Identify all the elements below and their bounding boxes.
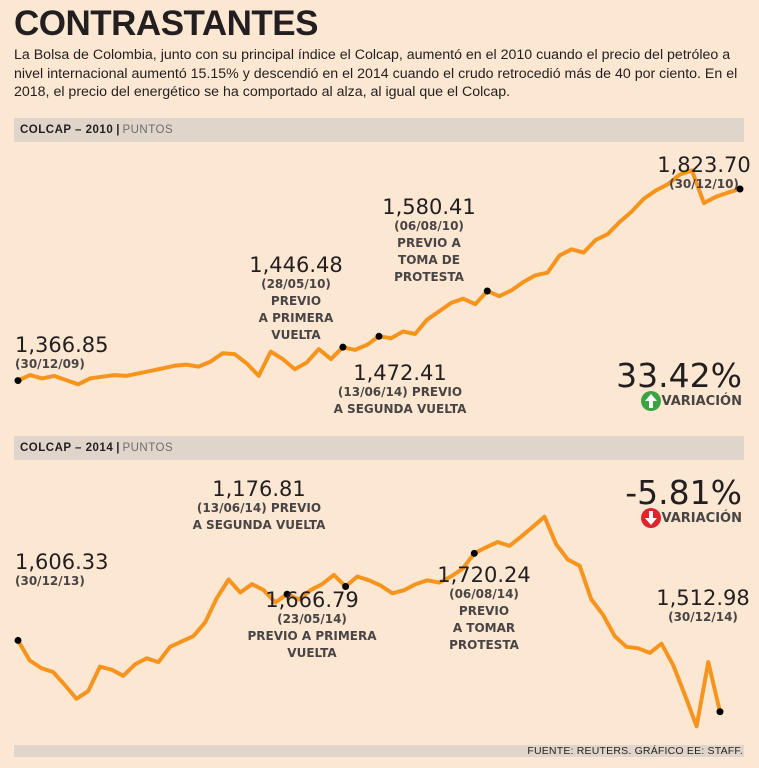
annotation: 1,823.70(30/12/10) — [657, 153, 751, 191]
annotation-label: PREVIO — [459, 604, 509, 618]
series-line — [16, 514, 722, 729]
annotation-date: (30/12/09) — [15, 357, 85, 371]
annotation-date: (30/12/13) — [15, 574, 85, 588]
chart2-band-label: COLCAP – 2014 — [20, 442, 114, 454]
arrow-up-icon — [641, 391, 661, 411]
annotation-value: 1,446.48 — [249, 253, 343, 277]
change-label: VARIACIÓN — [662, 393, 742, 409]
page-title: CONTRASTANTES — [14, 4, 318, 43]
marker-point — [736, 185, 744, 193]
annotation-value: 1,720.24 — [437, 563, 531, 587]
annotation-date: (30/12/14) — [668, 610, 738, 624]
source-bar — [14, 745, 744, 757]
colcap-2010-chart: 1,366.85(30/12/09) 1,446.48(28/05/10) PREV… — [14, 153, 751, 416]
annotation-label: PREVIO — [271, 294, 321, 308]
annotation-label: TOMA DE — [398, 253, 460, 267]
annotation: 1,446.48(28/05/10) PREVIO A PRIMERA VUELTA — [249, 253, 343, 342]
annotation: 1,176.81(13/06/14) PREVIO A SEGUNDA VUELT… — [193, 477, 327, 532]
annotation-date: (13/06/14) PREVIO — [338, 385, 462, 399]
annotation-value: 1,472.41 — [353, 361, 447, 385]
annotation-date: (28/05/10) — [261, 277, 331, 291]
annotation: 1,580.41(06/08/10) PREVIO A TOMA DE PROTEST… — [382, 195, 476, 284]
annotation-label: PROTESTA — [394, 270, 465, 284]
arrow-down-icon — [641, 508, 661, 528]
change-label: VARIACIÓN — [662, 510, 742, 526]
annotation-value: 1,606.33 — [15, 550, 109, 574]
annotation-date: (06/08/10) — [394, 219, 464, 233]
annotation-date: (06/08/14) — [449, 587, 519, 601]
annotation-label: A TOMAR — [453, 621, 515, 635]
annotation-value: 1,580.41 — [382, 195, 476, 219]
annotation-value: 1,666.79 — [265, 588, 359, 612]
source-note: FUENTE: REUTERS. GRÁFICO EE: STAFF. — [527, 745, 743, 757]
marker-point — [339, 343, 347, 351]
chart2-unit: PUNTOS — [122, 442, 174, 454]
annotation-label: VUELTA — [271, 328, 321, 342]
annotation-label: PROTESTA — [449, 638, 520, 652]
annotation-date: (30/12/10) — [669, 177, 739, 191]
annotation: 1,606.33(30/12/13) — [15, 550, 109, 588]
marker-point — [716, 708, 724, 716]
marker-point — [342, 583, 350, 591]
annotation-label: PREVIO A PRIMERA — [248, 629, 378, 643]
annotation-value: 1,823.70 — [657, 153, 751, 177]
annotation-date: (23/05/14) — [277, 612, 347, 626]
marker-point — [470, 549, 478, 557]
annotation-value: 1,366.85 — [15, 333, 109, 357]
series-line — [16, 168, 742, 387]
annotation-label: PREVIO A — [397, 236, 461, 250]
annotation-value: 1,176.81 — [212, 477, 306, 501]
annotation-label: A PRIMERA — [259, 311, 334, 325]
intro-text: La Bolsa de Colombia, junto con su princ… — [14, 47, 738, 100]
annotation: 1,512.98(30/12/14) — [656, 586, 750, 624]
marker-point — [14, 377, 22, 385]
change-percent: -5.81% — [625, 473, 742, 512]
annotation: 1,472.41(13/06/14) PREVIO A SEGUNDA VUELT… — [334, 361, 468, 416]
annotation-label: A SEGUNDA VUELTA — [193, 518, 327, 532]
change-percent: 33.42% — [616, 356, 742, 395]
marker-point — [14, 636, 22, 644]
annotation: 1,366.85(30/12/09) — [15, 333, 109, 371]
chart1-band: COLCAP – 2010 | PUNTOS — [14, 118, 744, 142]
chart2-band: COLCAP – 2014 | PUNTOS — [14, 436, 744, 460]
marker-point — [283, 590, 291, 598]
annotation-date: (13/06/14) PREVIO — [197, 501, 321, 515]
colcap-2014-chart: 1,606.33(30/12/13) 1,666.79(23/05/14) PREV… — [14, 473, 750, 729]
annotation: 1,666.79(23/05/14) PREVIO A PRIMERA VUELTA — [248, 588, 378, 660]
annotation-value: 1,512.98 — [656, 586, 750, 610]
annotation: 1,720.24(06/08/14) PREVIO A TOMAR PROTESTA — [437, 563, 531, 652]
marker-point — [483, 287, 491, 295]
chart1-unit: PUNTOS — [122, 124, 174, 136]
annotation-label: A SEGUNDA VUELTA — [334, 402, 468, 416]
chart1-band-separator: | — [116, 124, 120, 136]
annotation-label: VUELTA — [287, 646, 337, 660]
chart2-band-separator: | — [116, 442, 120, 454]
chart1-band-label: COLCAP – 2010 — [20, 124, 114, 136]
marker-point — [375, 332, 383, 340]
